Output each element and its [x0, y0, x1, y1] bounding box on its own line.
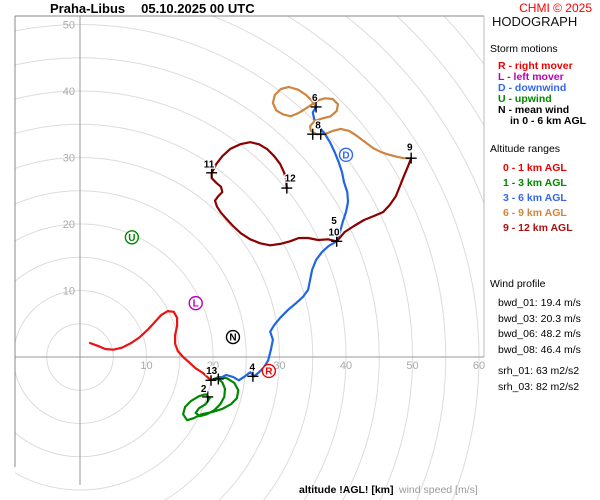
- tick-labels: 10 20 30 40 50 60 10 20 30 40 50: [63, 20, 485, 373]
- altitude-ranges-heading: Altitude ranges: [490, 143, 561, 155]
- axes: [15, 16, 484, 485]
- legend-downwind: D - downwind: [498, 82, 567, 94]
- altitude-label-5: 5: [331, 216, 337, 227]
- svg-text:L: L: [193, 299, 199, 310]
- altitude-cross: [281, 182, 293, 194]
- x-tick: 20: [207, 360, 219, 372]
- altitude-label-6: 6: [312, 93, 318, 104]
- legend-3-6km: 3 - 6 km AGL: [503, 192, 567, 204]
- y-tick: 30: [63, 153, 75, 165]
- x-tick: 60: [473, 360, 485, 372]
- altitude-axis-label: altitude !AGL! [km]: [299, 484, 394, 496]
- x-tick: 50: [406, 360, 418, 372]
- altitude-label-11: 11: [204, 160, 215, 171]
- page-title: Praha-Libus 05.10.2025 00 UTC: [50, 1, 255, 16]
- altitude-label-13: 13: [206, 366, 218, 377]
- altitude-label-10: 10: [328, 227, 340, 238]
- series-6-9-km-agl: [271, 85, 413, 160]
- info-panel: HODOGRAPH Storm motions R - right mover …: [490, 14, 598, 395]
- copyright-watermark: CHMI © 2025: [519, 1, 592, 15]
- station-name: Praha-Libus: [50, 1, 126, 16]
- altitude-cross: [247, 370, 259, 382]
- altitude-label-9: 9: [407, 142, 413, 153]
- bwd-08-value: bwd_08: 46.4 m/s: [498, 343, 581, 356]
- bwd-01-value: bwd_01: 19.4 m/s: [498, 297, 581, 309]
- altitude-cross: [310, 101, 322, 113]
- wind-profile-heading: Wind profile: [490, 278, 546, 290]
- x-tick: 10: [140, 360, 152, 372]
- altitude-label-12: 12: [285, 174, 297, 185]
- legend-9-12km: 9 - 12 km AGL: [503, 222, 573, 234]
- legend-6-9km: 6 - 9 km AGL: [503, 207, 567, 219]
- storm-marker-L: L: [188, 295, 203, 311]
- srh-03-value: srh_03: 82 m2/s2: [498, 380, 580, 393]
- altitude-cross: [206, 167, 218, 179]
- series-1-3-km-agl: [182, 375, 240, 422]
- srh-01-value: srh_01: 63 m2/s2: [498, 365, 580, 377]
- svg-text:U: U: [128, 233, 135, 244]
- x-tick: 30: [273, 360, 285, 372]
- altitude-labels: 6 8 9 12 11 510 4 13 2: [200, 92, 415, 396]
- altitude-cross: [202, 391, 214, 403]
- series-3-6-km-agl: [217, 105, 350, 382]
- legend-left-mover: L - left mover: [498, 71, 564, 83]
- svg-text:R: R: [265, 366, 273, 377]
- x-tick: 40: [340, 360, 352, 372]
- legend-1-3km: 1 - 3 km AGL: [503, 177, 567, 189]
- svg-text:D: D: [342, 150, 349, 161]
- altitude-label-2: 2: [201, 384, 207, 395]
- y-tick: 10: [63, 286, 75, 298]
- storm-marker-R: R: [261, 363, 277, 379]
- panel-heading: HODOGRAPH: [492, 14, 578, 29]
- legend-upwind: U - upwind: [498, 93, 552, 105]
- series-9-12-km-agl: [210, 141, 413, 247]
- storm-motions-heading: Storm motions: [490, 43, 558, 55]
- altitude-label-4: 4: [249, 362, 255, 373]
- altitude-label-8: 8: [315, 120, 321, 131]
- legend-0-1km: 0 - 1 km AGL: [503, 162, 567, 174]
- altitude-cross: [212, 373, 224, 385]
- title-datetime: 05.10.2025 00 UTC: [141, 1, 255, 16]
- legend-mean-wind: N - mean wind: [498, 104, 570, 116]
- legend-right-mover: R - right mover: [498, 60, 573, 72]
- mean-wind-note: in 0 - 6 km AGL: [510, 115, 587, 127]
- bwd-03-value: bwd_03: 20.3 m/s: [498, 312, 581, 325]
- plot-frame: [14, 15, 485, 467]
- altitude-cross: [331, 235, 343, 247]
- bwd-06-value: bwd_06: 48.2 m/s: [498, 328, 581, 340]
- altitude-cross: [405, 152, 417, 164]
- y-tick: 20: [63, 219, 75, 231]
- altitude-crosses: [202, 101, 417, 403]
- y-tick: 50: [63, 20, 75, 32]
- wind-speed-axis-label: wind speed [m/s]: [399, 484, 478, 496]
- altitude-cross: [205, 374, 217, 386]
- svg-text:N: N: [229, 333, 236, 344]
- series-0-1-km-agl: [88, 310, 213, 382]
- y-tick: 40: [63, 86, 75, 98]
- storm-marker-D: D: [338, 147, 354, 163]
- altitude-cross: [315, 128, 327, 140]
- storm-marker-N: N: [225, 329, 241, 345]
- storm-marker-U: U: [124, 230, 140, 245]
